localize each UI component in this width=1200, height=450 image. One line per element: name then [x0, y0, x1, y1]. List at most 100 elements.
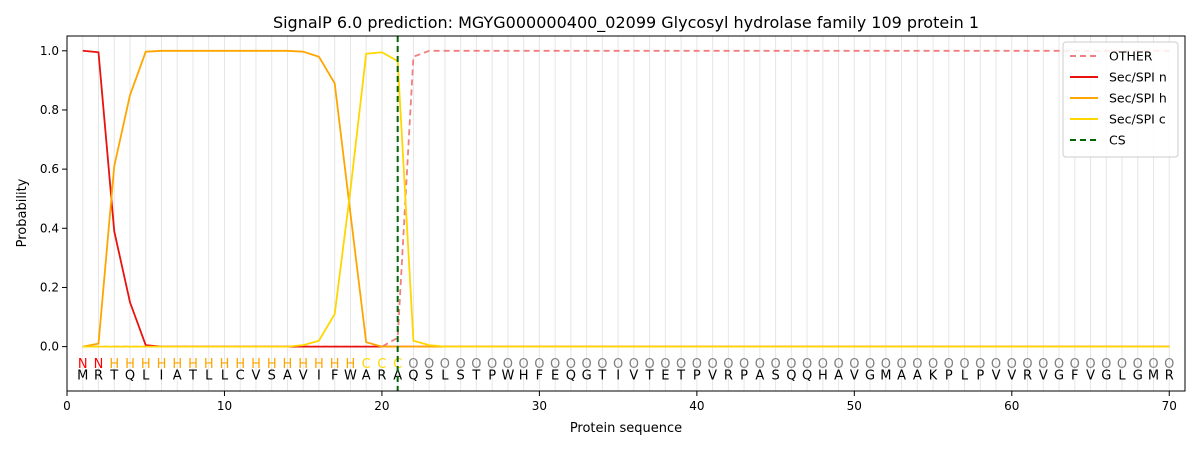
- residue-label: O: [582, 357, 592, 372]
- sequence-letter: E: [661, 369, 669, 384]
- residue-label: O: [456, 357, 466, 372]
- residue-label: H: [346, 357, 356, 372]
- sequence-letter: G: [1133, 369, 1143, 384]
- residue-label: O: [770, 357, 780, 372]
- residue-label: O: [928, 357, 938, 372]
- residue-label: O: [991, 357, 1001, 372]
- sequence-letter: F: [331, 369, 338, 384]
- sequence-letter: S: [268, 369, 276, 384]
- residue-label: O: [1148, 357, 1158, 372]
- residue-label: O: [1007, 357, 1017, 372]
- residue-label: O: [1164, 357, 1174, 372]
- sequence-letter: V: [1039, 369, 1048, 384]
- y-tick-label: 0.0: [40, 340, 59, 354]
- sequence-letter: T: [471, 369, 480, 384]
- x-axis-label: Protein sequence: [570, 421, 682, 436]
- residue-label: H: [314, 357, 324, 372]
- residue-label: O: [645, 357, 655, 372]
- sequence-letter: S: [425, 369, 433, 384]
- sequence-letter: P: [945, 369, 953, 384]
- y-tick-label: 0.8: [40, 103, 59, 117]
- residue-label: O: [944, 357, 954, 372]
- residue-label: O: [629, 357, 639, 372]
- residue-label: O: [755, 357, 765, 372]
- x-tick-label: 10: [217, 399, 232, 413]
- sequence-letter: M: [880, 369, 891, 384]
- sequence-letter: Q: [125, 369, 135, 384]
- sequence-letter: V: [992, 369, 1001, 384]
- residue-label: O: [550, 357, 560, 372]
- sequence-letter: A: [897, 369, 906, 384]
- residue-label: O: [503, 357, 513, 372]
- sequence-letter: S: [771, 369, 779, 384]
- sequence-letter: W: [501, 369, 514, 384]
- residue-label: H: [172, 357, 182, 372]
- grid-layer: [82, 36, 1170, 391]
- legend-box: [1062, 41, 1179, 158]
- residue-label: O: [849, 357, 859, 372]
- sequence-letter: L: [221, 369, 229, 384]
- residue-label: H: [109, 357, 119, 372]
- residue-label: H: [330, 357, 340, 372]
- x-tick-label: 70: [1162, 399, 1177, 413]
- sequence-letter: V: [850, 369, 859, 384]
- residue-label: O: [959, 357, 969, 372]
- sequence-letter: P: [976, 369, 984, 384]
- residue-label: O: [1117, 357, 1127, 372]
- sequence-annotation: NMNRHTHQHLHIHAHTHLHLHCHVHSHAHVHIHFHWCACR…: [77, 357, 1174, 384]
- sequence-letter: Q: [802, 369, 812, 384]
- sequence-letter: P: [693, 369, 701, 384]
- x-tick-label: 50: [847, 399, 862, 413]
- residue-label: O: [786, 357, 796, 372]
- residue-label: O: [676, 357, 686, 372]
- residue-label: O: [487, 357, 497, 372]
- residue-label: H: [298, 357, 308, 372]
- residue-label: H: [251, 357, 261, 372]
- y-tick-label: 1.0: [40, 44, 59, 58]
- residue-label: H: [235, 357, 245, 372]
- x-tick-label: 20: [374, 399, 389, 413]
- residue-label: O: [1054, 357, 1064, 372]
- y-axis: 0.0 0.2 0.4 0.6 0.8 1.0: [40, 44, 67, 354]
- residue-label: O: [1022, 357, 1032, 372]
- residue-label: O: [613, 357, 623, 372]
- sequence-letter: L: [205, 369, 213, 384]
- y-axis-label: Probability: [15, 178, 30, 247]
- residue-label: O: [1070, 357, 1080, 372]
- residue-label: O: [519, 357, 529, 372]
- sequence-letter: T: [188, 369, 197, 384]
- residue-label: H: [125, 357, 135, 372]
- sequence-letter: R: [377, 369, 386, 384]
- residue-label: H: [204, 357, 214, 372]
- residue-label: O: [424, 357, 434, 372]
- residue-label: O: [833, 357, 843, 372]
- residue-label: O: [818, 357, 828, 372]
- series-sec-spi-c-line: [82, 51, 1170, 348]
- sequence-letter: M: [77, 369, 88, 384]
- x-tick-label: 60: [1004, 399, 1019, 413]
- sequence-letter: A: [283, 369, 292, 384]
- sequence-letter: W: [344, 369, 357, 384]
- residue-label: H: [220, 357, 230, 372]
- residue-label: H: [283, 357, 293, 372]
- sequence-letter: L: [1118, 369, 1126, 384]
- sequence-letter: T: [645, 369, 654, 384]
- sequence-letter: Q: [786, 369, 796, 384]
- residue-label: O: [802, 357, 812, 372]
- x-tick-label: 30: [532, 399, 547, 413]
- legend: OTHER Sec/SPI n Sec/SPI h Sec/SPI c CS: [1062, 41, 1179, 158]
- legend-label-sec-spi-c: Sec/SPI c: [1109, 112, 1166, 127]
- sequence-letter: I: [160, 369, 164, 384]
- residue-label: C: [377, 357, 386, 372]
- y-tick-label: 0.6: [40, 162, 59, 176]
- sequence-letter: G: [1054, 369, 1064, 384]
- plot-frame: [66, 35, 1186, 392]
- residue-label: H: [141, 357, 151, 372]
- residue-label: O: [660, 357, 670, 372]
- sequence-letter: L: [142, 369, 150, 384]
- y-tick-label: 0.4: [40, 221, 59, 235]
- sequence-letter: V: [708, 369, 717, 384]
- sequence-letter: R: [1165, 369, 1174, 384]
- sequence-letter: I: [616, 369, 620, 384]
